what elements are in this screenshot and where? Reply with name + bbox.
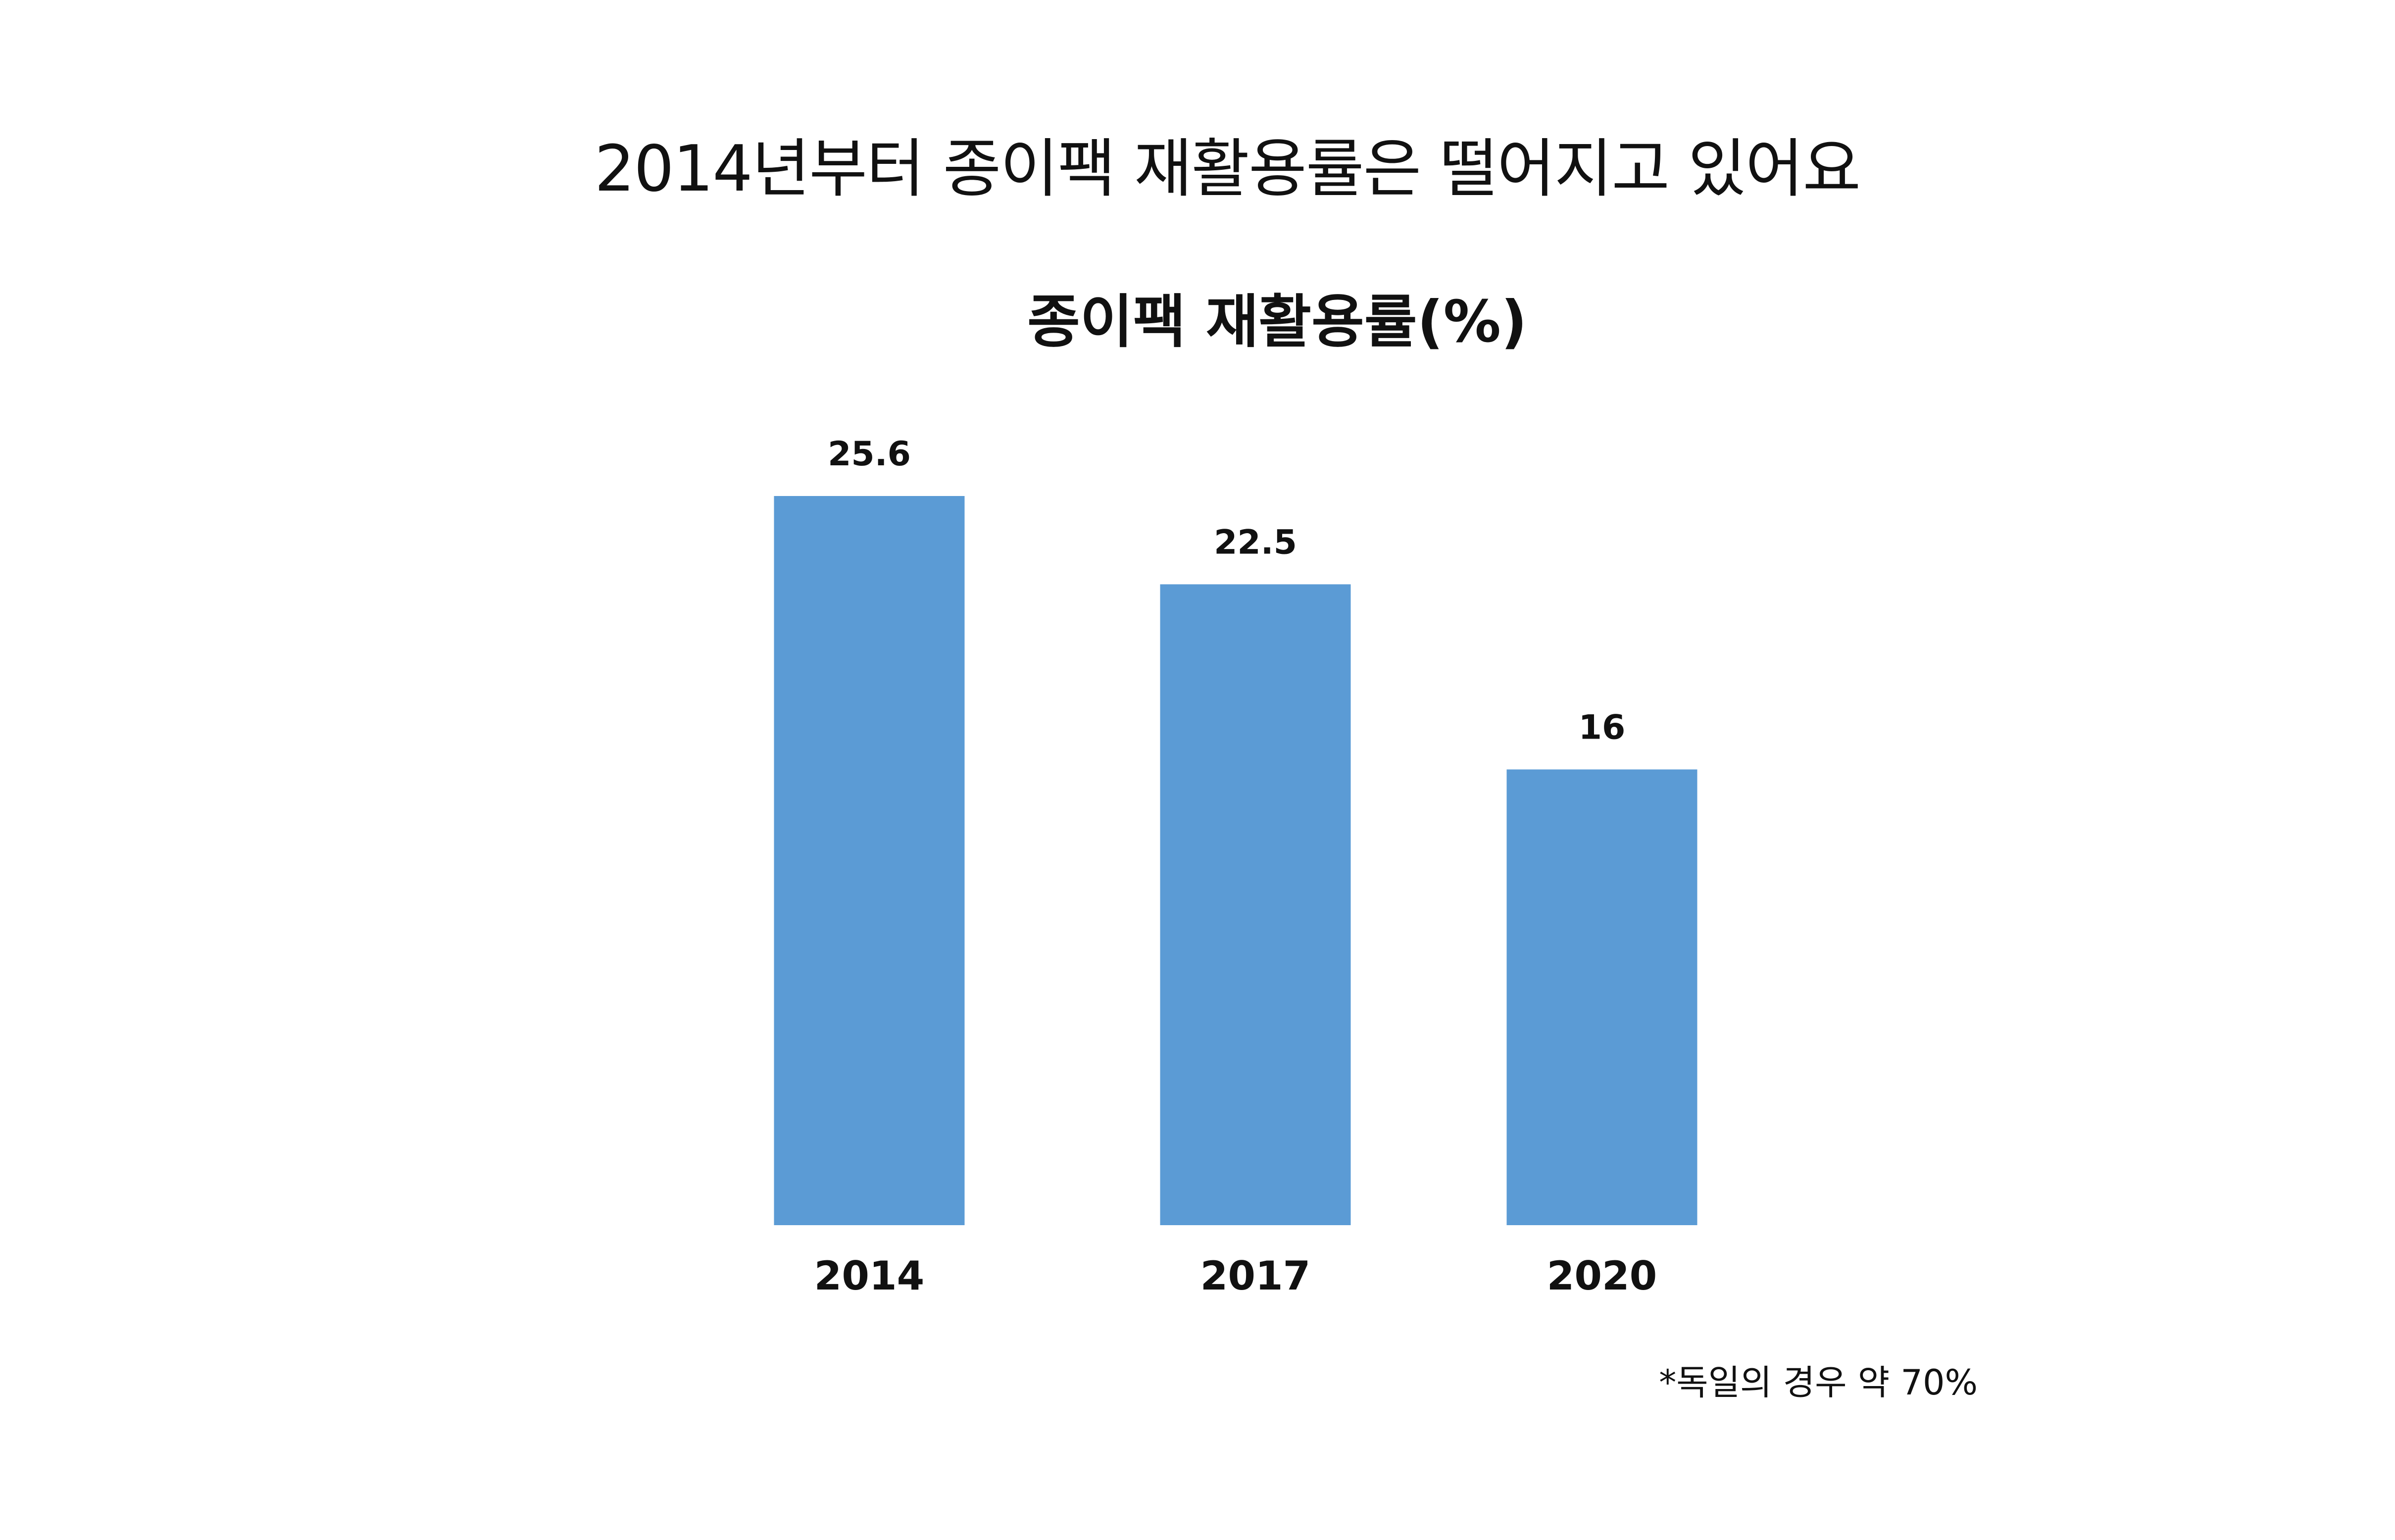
value-label-2017: 22.5 [1214,523,1297,562]
category-label-2017: 2017 [1200,1253,1311,1299]
category-labels-group: 2014 2017 2020 [814,1253,1657,1299]
value-labels-group: 25.6 22.5 16 [828,435,1625,747]
footnote: *독일의 경우 약 70% [1659,1362,1978,1403]
value-label-2014: 25.6 [828,435,911,474]
value-label-2020: 16 [1579,708,1626,747]
chart-title: 종이팩 재활용률(%) [1027,289,1527,355]
bar-2020 [1506,769,1697,1225]
bar-2014 [774,496,965,1225]
category-label-2014: 2014 [814,1253,925,1299]
bar-2017 [1160,584,1351,1225]
headline: 2014년부터 종이팩 재활용률은 떨어지고 있어요 [594,132,1861,206]
category-label-2020: 2020 [1547,1253,1657,1299]
bars-group [774,496,1697,1225]
